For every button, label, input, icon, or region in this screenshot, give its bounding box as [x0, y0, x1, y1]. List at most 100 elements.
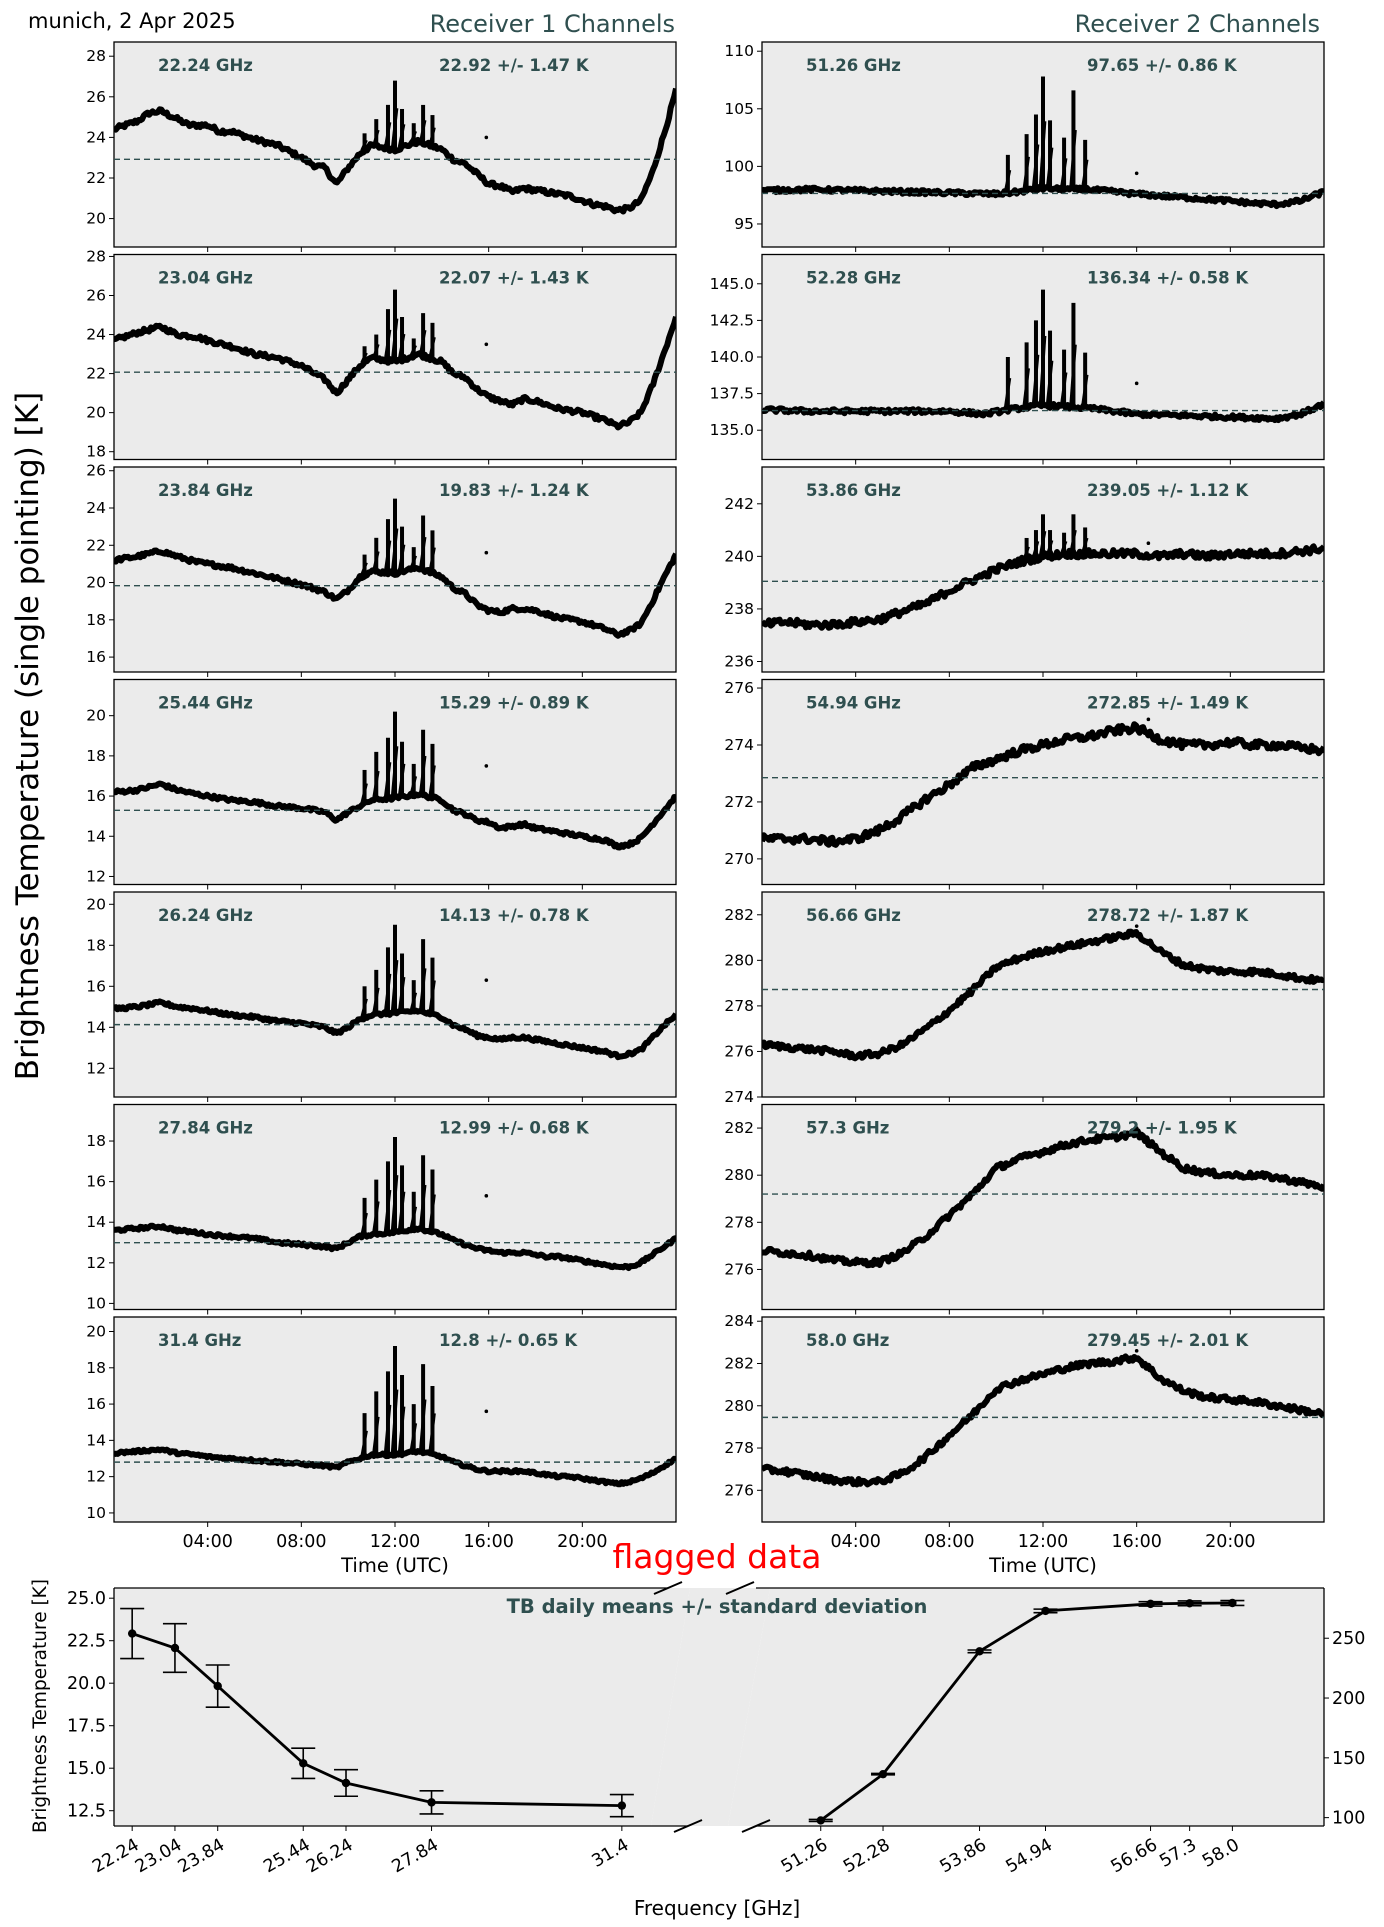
y-tick-label: 240 — [724, 547, 754, 565]
y-tick-label: 20 — [86, 404, 106, 422]
spike-mark — [390, 1389, 399, 1455]
spike-mark — [428, 1413, 436, 1455]
frequency-tick-label: 23.04 — [132, 1835, 185, 1877]
y-tick-label: 20 — [86, 1323, 106, 1341]
spike-mark — [390, 959, 399, 1014]
trace-area — [114, 498, 676, 639]
spike-mark — [428, 1194, 436, 1233]
y-tick-label: 18 — [86, 1132, 106, 1150]
spike-mark — [418, 968, 427, 1013]
spike-mark — [418, 119, 427, 144]
y-tick-label: 135.0 — [710, 421, 754, 439]
spike-mark — [1031, 540, 1040, 559]
channel-frequency-label: 25.44 GHz — [158, 694, 253, 713]
channel-frequency-label: 22.24 GHz — [158, 56, 253, 75]
panel-frame — [761, 466, 1325, 673]
spike-mark — [409, 775, 418, 796]
channel-frequency-label: 58.0 GHz — [806, 1331, 889, 1350]
y-tick-label: 22 — [86, 536, 106, 554]
channel-frequency-label: 27.84 GHz — [158, 1119, 253, 1138]
spike-mark — [409, 992, 418, 1012]
spike-mark — [1059, 372, 1068, 407]
y-tick-label: 242 — [724, 495, 754, 513]
spike-mark — [428, 547, 436, 574]
y-tick-label: 100 — [724, 157, 754, 175]
mean-point — [1146, 1599, 1155, 1609]
spike-mark — [418, 1399, 427, 1453]
spike-mark — [383, 122, 392, 149]
outlier-point — [484, 550, 489, 555]
time-tick-label: 12:00 — [370, 1532, 420, 1552]
channel-frequency-label: 23.84 GHz — [158, 481, 253, 500]
y-tick-label: 278 — [724, 1213, 754, 1231]
y-tick-label: 28 — [86, 47, 106, 65]
spike-mark — [397, 333, 406, 360]
trace-area — [114, 924, 676, 1061]
brightness-trace — [762, 543, 1324, 631]
y-tick-label: 20 — [86, 707, 106, 725]
y-tick-label: 26 — [86, 287, 106, 305]
trace-area — [762, 1126, 1324, 1269]
mean-point — [170, 1643, 180, 1653]
spike-mark — [371, 1416, 380, 1456]
spike-mark — [1003, 377, 1012, 410]
channel-stats-label: 12.8 +/- 0.65 K — [439, 1331, 578, 1350]
mean-point — [213, 1681, 222, 1691]
channel-frequency-label: 53.86 GHz — [806, 481, 901, 500]
channel-frequency-label: 57.3 GHz — [806, 1119, 889, 1138]
mean-point — [341, 1778, 351, 1788]
trace-area — [114, 289, 676, 431]
spike-mark — [1038, 121, 1047, 189]
axis-break-mark — [741, 1819, 771, 1833]
spike-mark — [418, 329, 427, 356]
spike-mark — [397, 1406, 406, 1454]
time-tick-label: 08:00 — [924, 1532, 974, 1552]
y-tick-label: 16 — [86, 977, 106, 995]
y-tick-label: 20 — [86, 574, 106, 592]
y-tick-label: 12 — [86, 1059, 106, 1077]
spike-mark — [383, 1189, 392, 1234]
outlier-point — [484, 342, 489, 347]
summary-left-bg — [114, 1588, 690, 1826]
y-tick-label: 16 — [86, 648, 106, 666]
spike-mark — [409, 1206, 418, 1230]
spike-mark — [383, 761, 392, 799]
spike-mark — [1022, 368, 1030, 408]
spike-mark — [360, 998, 368, 1018]
y-tick-label: 278 — [724, 1439, 754, 1457]
spike-mark — [383, 1404, 392, 1456]
spike-mark — [390, 107, 399, 150]
frequency-tick-label: 51.26 — [778, 1835, 831, 1877]
left-y-tick-label: 12.5 — [67, 1802, 106, 1822]
channel-stats-label: 22.92 +/- 1.47 K — [439, 56, 590, 75]
spike-mark — [1069, 529, 1077, 555]
spike-mark — [390, 1175, 399, 1233]
y-tick-label: 10 — [86, 1504, 106, 1522]
trace-area — [114, 1136, 676, 1272]
outlier-point — [484, 135, 489, 140]
spike-mark — [428, 980, 436, 1015]
location-date: munich, 2 Apr 2025 — [28, 9, 236, 33]
spike-mark — [371, 551, 380, 573]
y-tick-label: 280 — [724, 951, 754, 969]
y-tick-label: 137.5 — [710, 385, 754, 403]
y-tick-label: 105 — [724, 100, 754, 118]
channel-stats-label: 278.72 +/- 1.87 K — [1087, 906, 1249, 925]
outlier-point — [1146, 717, 1151, 722]
spike-mark — [418, 1184, 427, 1230]
spike-mark — [360, 352, 368, 364]
outlier-point — [1134, 381, 1139, 386]
frequency-tick-label: 23.84 — [175, 1835, 228, 1877]
channel-panel: 18 20 22 24 26 28 23.04 GHz 22.07 +/- 1.43 K — [86, 247, 677, 465]
spike-mark — [1031, 354, 1040, 407]
brightness-trace — [762, 1127, 1324, 1269]
time-tick-label: 20:00 — [1205, 1532, 1255, 1552]
channel-frequency-label: 51.26 GHz — [806, 56, 901, 75]
left-y-tick-label: 17.5 — [67, 1717, 106, 1737]
trace-area — [114, 711, 676, 851]
mean-point — [427, 1798, 436, 1807]
channel-panel: 12 14 16 18 20 25.44 GHz 15.29 +/- 0.89 K — [86, 678, 677, 890]
spike-mark — [418, 755, 427, 796]
